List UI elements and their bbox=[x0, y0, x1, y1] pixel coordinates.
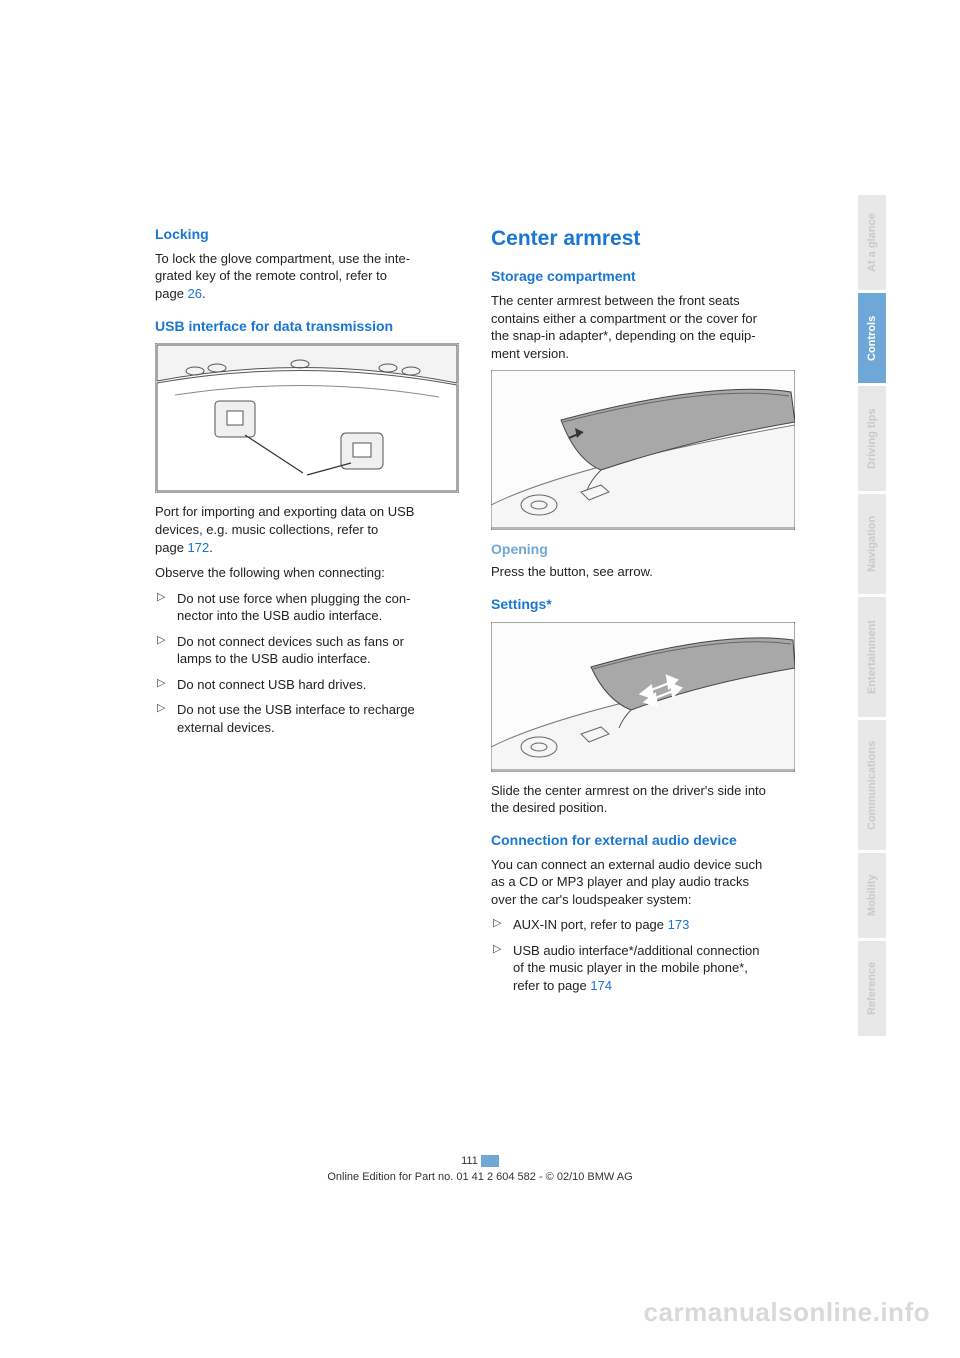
connection-list: AUX-IN port, refer to page 173 USB audio… bbox=[491, 916, 795, 994]
tab-navigation[interactable]: Navigation bbox=[858, 494, 886, 594]
left-column: Locking To lock the glove compartment, u… bbox=[155, 225, 459, 1005]
text: page bbox=[155, 540, 188, 555]
right-column: Center armrest Storage compartment The c… bbox=[491, 225, 795, 1005]
usb-port-text: Port for importing and exporting data on… bbox=[155, 503, 459, 556]
connection-text: You can connect an external audio device… bbox=[491, 856, 795, 909]
tab-at-a-glance[interactable]: At a glance bbox=[858, 195, 886, 290]
text: Slide the center armrest on the driver's… bbox=[491, 783, 766, 798]
text: nector into the USB audio interface. bbox=[177, 608, 382, 623]
heading-storage: Storage compartment bbox=[491, 267, 795, 286]
text: . bbox=[209, 540, 213, 555]
text: ment version. bbox=[491, 346, 569, 361]
observe-text: Observe the following when connecting: bbox=[155, 564, 459, 582]
text: . bbox=[202, 286, 206, 301]
page-link-174[interactable]: 174 bbox=[590, 978, 612, 993]
page: Locking To lock the glove compartment, u… bbox=[0, 0, 960, 1358]
text: contains either a compartment or the cov… bbox=[491, 311, 757, 326]
tab-reference[interactable]: Reference bbox=[858, 941, 886, 1036]
text: AUX-IN port, refer to page bbox=[513, 917, 668, 932]
heading-opening: Opening bbox=[491, 540, 795, 559]
page-number-bar bbox=[481, 1155, 499, 1167]
heading-center-armrest: Center armrest bbox=[491, 225, 795, 253]
text: grated key of the remote control, refer … bbox=[155, 268, 387, 283]
text: Do not use the USB interface to recharge bbox=[177, 702, 415, 717]
text: refer to page bbox=[513, 978, 590, 993]
settings-text: Slide the center armrest on the driver's… bbox=[491, 782, 795, 817]
opening-text: Press the button, see arrow. bbox=[491, 563, 795, 581]
text: of the music player in the mobile phone*… bbox=[513, 960, 748, 975]
text: lamps to the USB audio interface. bbox=[177, 651, 371, 666]
tab-controls[interactable]: Controls bbox=[858, 293, 886, 383]
figure-armrest-open bbox=[491, 370, 795, 530]
list-item: Do not connect USB hard drives. bbox=[155, 676, 459, 694]
tab-mobility[interactable]: Mobility bbox=[858, 853, 886, 938]
text: To lock the glove compartment, use the i… bbox=[155, 251, 410, 266]
footer-edition-line: Online Edition for Part no. 01 41 2 604 … bbox=[0, 1171, 960, 1183]
content-area: Locking To lock the glove compartment, u… bbox=[155, 225, 795, 1005]
tab-entertainment[interactable]: Entertainment bbox=[858, 597, 886, 717]
text: You can connect an external audio device… bbox=[491, 857, 762, 872]
text: The center armrest between the front sea… bbox=[491, 293, 740, 308]
text: Do not connect devices such as fans or bbox=[177, 634, 404, 649]
tab-communications[interactable]: Communications bbox=[858, 720, 886, 850]
text: page bbox=[155, 286, 188, 301]
list-item: Do not use force when plugging the con- … bbox=[155, 590, 459, 625]
watermark: carmanualsonline.info bbox=[644, 1297, 930, 1328]
text: Do not use force when plugging the con- bbox=[177, 591, 410, 606]
list-item: Do not use the USB interface to recharge… bbox=[155, 701, 459, 736]
text: the snap-in adapter*, depending on the e… bbox=[491, 328, 756, 343]
list-item: USB audio interface*/additional connecti… bbox=[491, 942, 795, 995]
page-number: 111 bbox=[461, 1155, 478, 1167]
tab-driving-tips[interactable]: Driving tips bbox=[858, 386, 886, 491]
page-link-173[interactable]: 173 bbox=[668, 917, 690, 932]
storage-text: The center armrest between the front sea… bbox=[491, 292, 795, 362]
page-link-172[interactable]: 172 bbox=[188, 540, 210, 555]
usb-warning-list: Do not use force when plugging the con- … bbox=[155, 590, 459, 737]
heading-locking: Locking bbox=[155, 225, 459, 244]
section-tabs: At a glance Controls Driving tips Naviga… bbox=[858, 195, 886, 1039]
heading-connection: Connection for external audio device bbox=[491, 831, 795, 850]
figure-usb-port bbox=[155, 343, 459, 493]
text: Port for importing and exporting data on… bbox=[155, 504, 414, 519]
text: USB audio interface*/additional connecti… bbox=[513, 943, 759, 958]
text: Do not connect USB hard drives. bbox=[177, 677, 366, 692]
text: devices, e.g. music collections, refer t… bbox=[155, 522, 378, 537]
list-item: AUX-IN port, refer to page 173 bbox=[491, 916, 795, 934]
locking-text: To lock the glove compartment, use the i… bbox=[155, 250, 459, 303]
text: as a CD or MP3 player and play audio tra… bbox=[491, 874, 749, 889]
page-link-26[interactable]: 26 bbox=[188, 286, 202, 301]
heading-usb: USB interface for data transmission bbox=[155, 317, 459, 336]
figure-armrest-slide bbox=[491, 622, 795, 772]
page-footer: 111 Online Edition for Part no. 01 41 2 … bbox=[0, 1155, 960, 1183]
list-item: Do not connect devices such as fans or l… bbox=[155, 633, 459, 668]
text: external devices. bbox=[177, 720, 275, 735]
heading-settings: Settings* bbox=[491, 595, 795, 614]
text: the desired position. bbox=[491, 800, 607, 815]
page-number-wrap: 111 bbox=[0, 1155, 960, 1171]
text: over the car's loudspeaker system: bbox=[491, 892, 691, 907]
